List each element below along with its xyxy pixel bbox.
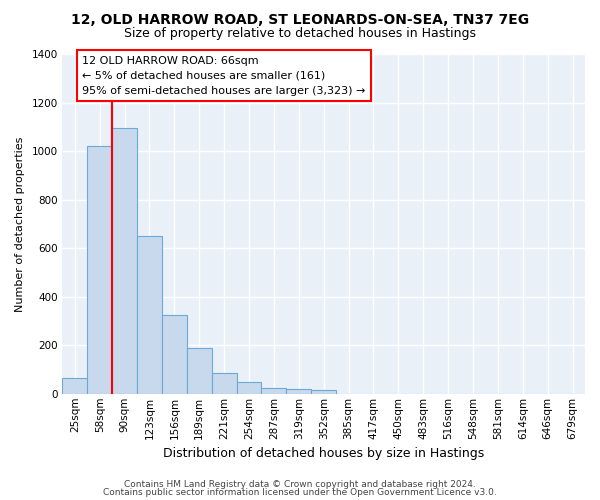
Bar	[187, 348, 212, 394]
Bar	[236, 382, 262, 394]
Bar	[212, 373, 236, 394]
Bar	[311, 390, 336, 394]
Bar	[262, 388, 286, 394]
Bar	[286, 389, 311, 394]
X-axis label: Distribution of detached houses by size in Hastings: Distribution of detached houses by size …	[163, 447, 484, 460]
Bar	[87, 146, 112, 394]
Text: Contains public sector information licensed under the Open Government Licence v3: Contains public sector information licen…	[103, 488, 497, 497]
Bar	[62, 378, 87, 394]
Text: Contains HM Land Registry data © Crown copyright and database right 2024.: Contains HM Land Registry data © Crown c…	[124, 480, 476, 489]
Y-axis label: Number of detached properties: Number of detached properties	[15, 136, 25, 312]
Bar	[137, 236, 162, 394]
Text: 12, OLD HARROW ROAD, ST LEONARDS-ON-SEA, TN37 7EG: 12, OLD HARROW ROAD, ST LEONARDS-ON-SEA,…	[71, 12, 529, 26]
Text: Size of property relative to detached houses in Hastings: Size of property relative to detached ho…	[124, 28, 476, 40]
Bar	[162, 315, 187, 394]
Bar	[112, 128, 137, 394]
Text: 12 OLD HARROW ROAD: 66sqm
← 5% of detached houses are smaller (161)
95% of semi-: 12 OLD HARROW ROAD: 66sqm ← 5% of detach…	[82, 56, 365, 96]
